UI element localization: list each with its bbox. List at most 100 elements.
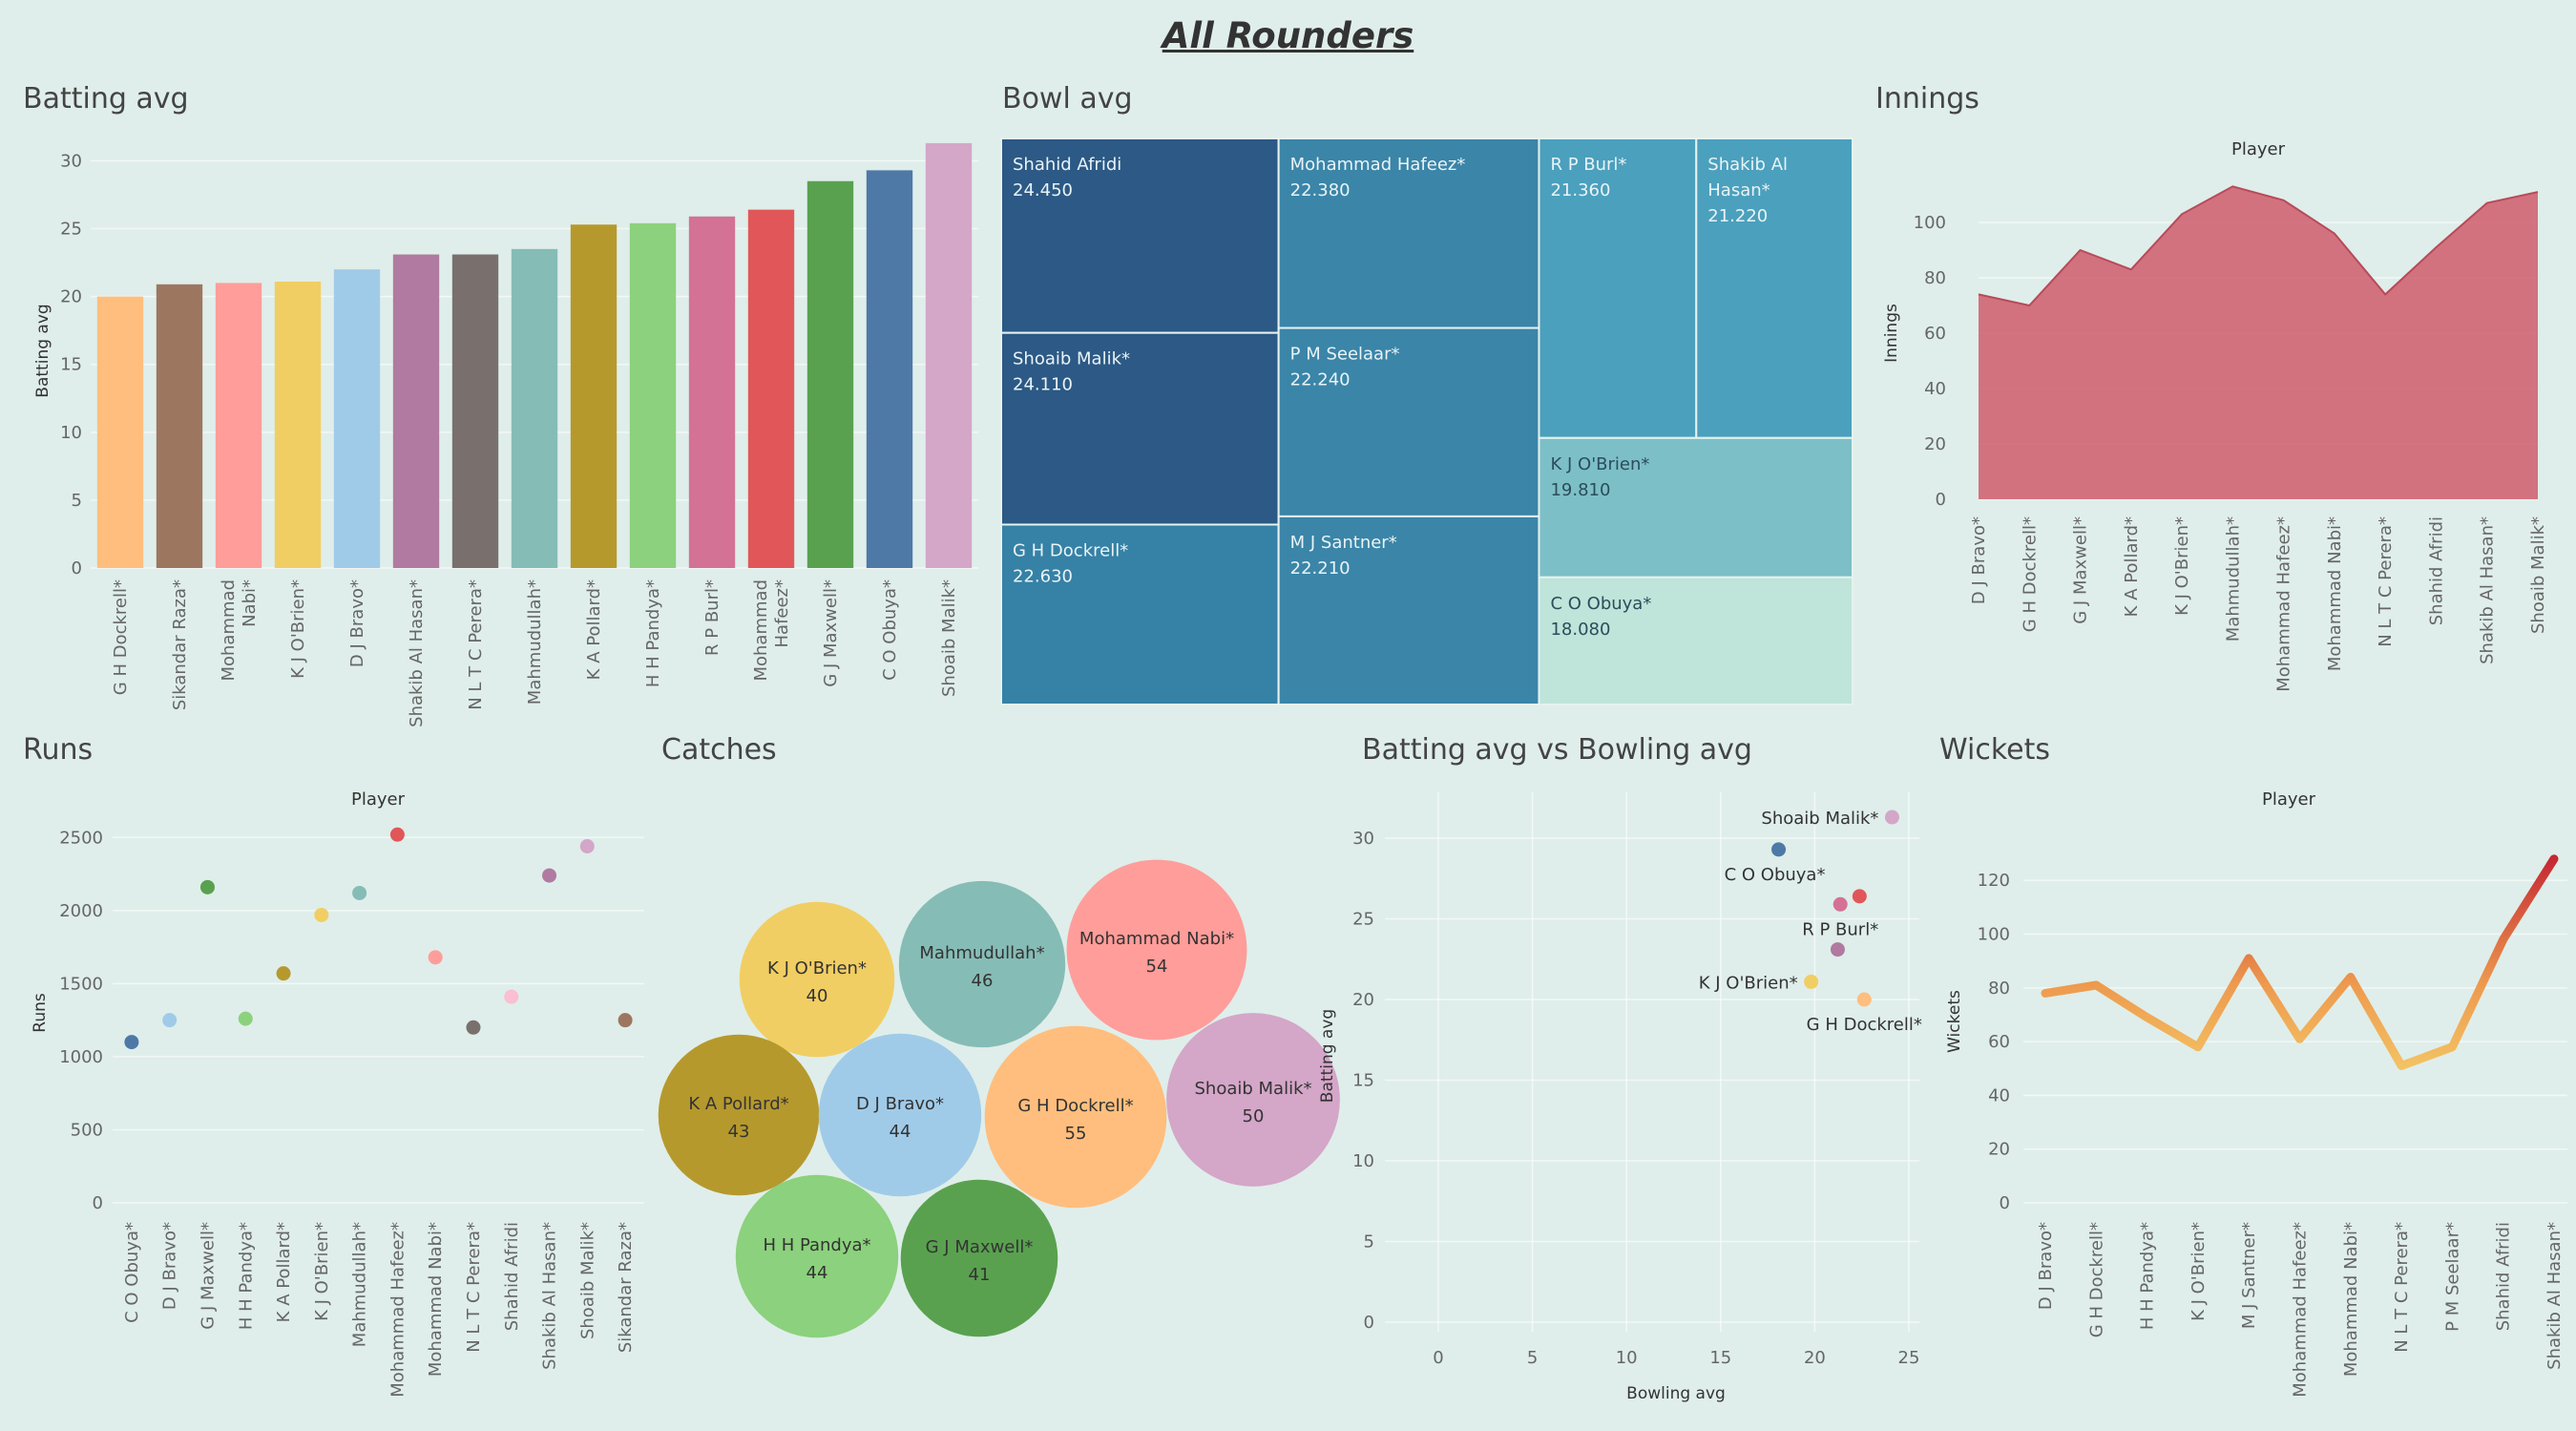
x-tick-label: G H Dockrell*: [111, 579, 131, 695]
y-tick-label: 20: [1988, 1140, 2010, 1160]
bubble-label-k-j-o-brien: K J O'Brien*: [767, 958, 867, 979]
runs-title: Runs: [23, 733, 94, 767]
bubble-value-mahmudullah: 46: [972, 971, 994, 991]
dot-n-l-t-c-perera: [466, 1020, 481, 1035]
dot-h-h-pandya: [238, 1011, 253, 1026]
treemap-value-shahid-afridi: 24.450: [1013, 180, 1073, 200]
treemap-cell-m-j-santner: [1277, 515, 1540, 705]
point-g-h-dockrell: [1856, 992, 1872, 1007]
y-tick-label: 60: [1988, 1032, 2010, 1052]
treemap-cell-r-p-burl: [1538, 137, 1698, 439]
treemap-value-k-j-o-brien: 19.810: [1550, 480, 1610, 500]
treemap-label-shakib-al-hasan: Hasan*: [1707, 180, 1770, 200]
bowl-avg-title: Bowl avg: [1002, 82, 1133, 116]
x-tick-label: G J Maxwell*: [2071, 516, 2091, 624]
bubble-value-h-h-pandya: 44: [806, 1263, 828, 1283]
treemap-label-k-j-o-brien: K J O'Brien*: [1550, 454, 1649, 474]
point-label-k-j-o-brien: K J O'Brien*: [1699, 973, 1798, 993]
x-tick-label: Mohammad Nabi*: [2341, 1222, 2361, 1377]
x-tick-label: G H Dockrell*: [2020, 516, 2040, 632]
x-tick-label: Mohammad Hafeez*: [2274, 516, 2294, 692]
bubble-label-shoaib-malik: Shoaib Malik*: [1194, 1079, 1311, 1099]
y-tick-label: 0: [93, 1193, 103, 1213]
y-tick-label: 40: [1924, 379, 1946, 399]
bubble-value-g-j-maxwell: 41: [969, 1265, 991, 1285]
x-tick-label: C O Obuya*: [880, 579, 900, 681]
treemap-label-shakib-al-hasan: Shakib Al: [1707, 155, 1788, 175]
y-tick-label: 25: [1352, 910, 1374, 930]
innings-line: [1978, 185, 2539, 307]
bubble-h-h-pandya: [735, 1174, 899, 1338]
y-tick-label: 10: [60, 423, 82, 443]
bubble-k-j-o-brien: [739, 901, 895, 1058]
x-tick-label: 0: [1433, 1348, 1443, 1368]
y-tick-label: 0: [2000, 1193, 2010, 1213]
x-tick-label: H H Pandya*: [643, 579, 663, 687]
point-label-c-o-obuya: C O Obuya*: [1725, 865, 1826, 885]
y-tick-label: 2500: [59, 828, 103, 848]
treemap-cell-c-o-obuya: [1538, 576, 1853, 706]
innings-title: Innings: [1875, 82, 1979, 116]
point-mohammad-hafeez: [1852, 889, 1867, 904]
y-tick-label: 30: [60, 151, 82, 171]
y-tick-label: 1500: [59, 974, 103, 994]
x-tick-label: K J O'Brien*: [288, 579, 308, 679]
bar-shakib-al-hasan: [392, 254, 440, 568]
bubble-label-mahmudullah: Mahmudullah*: [919, 943, 1044, 963]
x-axis-label: Bowling avg: [1626, 1384, 1726, 1403]
bubble-value-d-j-bravo: 44: [890, 1122, 911, 1142]
x-tick-label: K A Pollard*: [2122, 516, 2142, 617]
x-tick-label: Mohammad: [219, 579, 239, 682]
bubble-label-k-a-pollard: K A Pollard*: [688, 1094, 788, 1114]
x-tick-label: H H Pandya*: [236, 1222, 256, 1330]
bar-mohammad-hafeez: [747, 209, 795, 568]
x-tick-label: G J Maxwell*: [198, 1222, 218, 1330]
x-tick-label: N L T C Perera*: [464, 1222, 484, 1353]
catches-title: Catches: [661, 733, 777, 767]
bar-h-h-pandya: [629, 222, 677, 568]
y-axis-label: Innings: [1882, 304, 1901, 363]
dot-shahid-afridi: [504, 989, 519, 1004]
point-r-p-burl: [1833, 896, 1848, 912]
bubble-value-k-j-o-brien: 40: [806, 986, 828, 1006]
bubble-value-shoaib-malik: 50: [1243, 1106, 1265, 1126]
wickets-title: Wickets: [1939, 733, 2050, 767]
x-tick-label: 15: [1709, 1348, 1731, 1368]
bubble-value-g-h-dockrell: 55: [1065, 1124, 1087, 1144]
treemap-value-m-j-santner: 22.210: [1290, 558, 1351, 579]
bar-c-o-obuya: [866, 170, 913, 568]
treemap-label-g-h-dockrell: G H Dockrell*: [1013, 540, 1128, 560]
y-tick-label: 10: [1352, 1151, 1374, 1171]
y-tick-label: 40: [1988, 1085, 2010, 1105]
x-tick-label: 20: [1804, 1348, 1826, 1368]
dot-mahmudullah: [352, 885, 367, 900]
x-tick-label: R P Burl*: [702, 579, 723, 656]
y-tick-label: 80: [1988, 979, 2010, 999]
point-shakib-al-hasan: [1830, 942, 1845, 958]
bar-g-j-maxwell: [806, 180, 854, 568]
x-tick-label: N L T C Perera*: [2392, 1222, 2412, 1353]
dot-g-j-maxwell: [199, 879, 215, 894]
x-tick-label: Shakib Al Hasan*: [2545, 1222, 2565, 1370]
y-axis-label: Runs: [31, 993, 50, 1033]
y-tick-label: 500: [71, 1120, 103, 1140]
treemap-label-shoaib-malik: Shoaib Malik*: [1013, 349, 1130, 369]
dot-mohammad-hafeez: [389, 827, 405, 842]
y-tick-label: 1000: [59, 1047, 103, 1067]
wickets-line: [2041, 854, 2559, 1070]
point-c-o-obuya: [1771, 842, 1787, 857]
x-tick-label: Shahid Afridi: [2494, 1222, 2514, 1331]
y-tick-label: 15: [60, 355, 82, 375]
bubble-mohammad-nabi: [1066, 859, 1247, 1041]
x-tick-label: Mohammad Hafeez*: [387, 1222, 408, 1398]
treemap-value-g-h-dockrell: 22.630: [1013, 566, 1073, 586]
x-tick-label: Shahid Afridi: [2426, 516, 2446, 625]
dot-d-j-bravo: [162, 1013, 178, 1028]
bar-d-j-bravo: [333, 269, 381, 568]
bubble-label-g-h-dockrell: G H Dockrell*: [1017, 1096, 1133, 1116]
point-label-r-p-burl: R P Burl*: [1802, 919, 1878, 939]
treemap-cell-p-m-seelaar: [1277, 326, 1540, 517]
y-tick-label: 5: [72, 491, 82, 511]
